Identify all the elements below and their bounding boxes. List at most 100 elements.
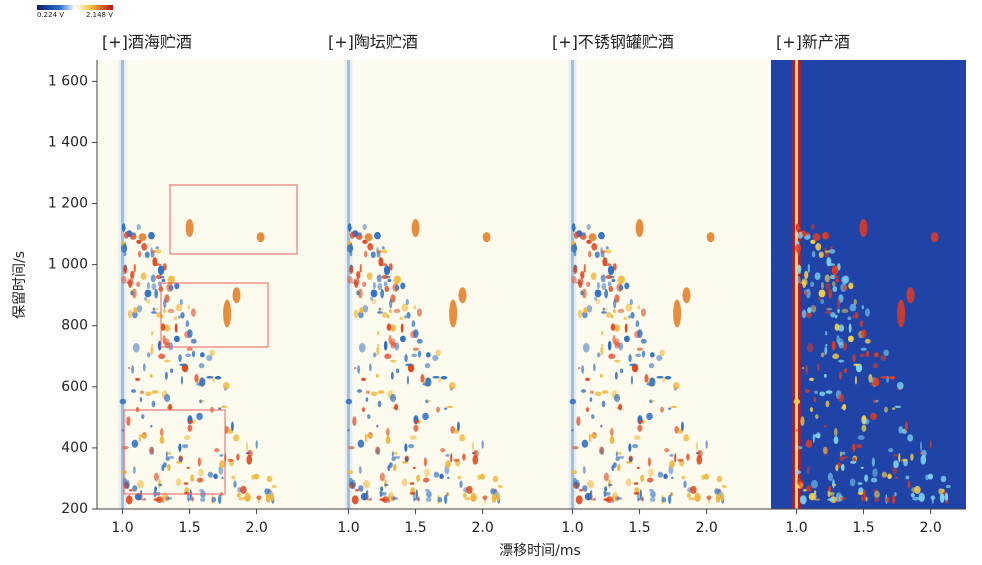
spot [881, 471, 888, 478]
spot [656, 355, 663, 362]
spot [629, 363, 636, 366]
spot [572, 445, 579, 450]
spot [600, 424, 603, 428]
spot [426, 352, 431, 358]
spot [820, 298, 825, 304]
spot [812, 250, 816, 258]
spot [364, 233, 373, 242]
spot [588, 250, 592, 258]
spot [381, 246, 385, 250]
spot [804, 389, 811, 393]
spot [594, 296, 597, 301]
spot [207, 471, 214, 478]
spot [179, 363, 186, 366]
spot [818, 296, 821, 301]
spot [681, 421, 684, 432]
spot [358, 342, 366, 353]
spot [857, 482, 863, 485]
spot [601, 400, 606, 408]
spot [362, 239, 368, 244]
spot [148, 231, 155, 240]
spot [349, 231, 355, 239]
spot [132, 466, 136, 474]
spot [413, 329, 419, 338]
spot [472, 455, 479, 465]
spot [577, 309, 583, 319]
spot [236, 492, 241, 498]
spot [220, 405, 228, 409]
spot [406, 312, 411, 319]
spot [152, 307, 155, 312]
spot [385, 436, 391, 444]
spot [688, 496, 696, 501]
spot [255, 440, 258, 449]
spot [630, 375, 634, 385]
spot [390, 359, 397, 363]
spot [379, 472, 385, 482]
spot [606, 311, 612, 318]
spot [650, 490, 656, 498]
spot [473, 449, 479, 458]
spot [880, 375, 888, 379]
spot [227, 458, 234, 462]
spot [439, 473, 444, 480]
spot [387, 492, 395, 502]
x-tick-label: 1.0 [337, 520, 359, 536]
spot [168, 403, 173, 411]
spot [357, 232, 362, 236]
spot [637, 420, 644, 424]
spot [673, 299, 682, 328]
spot [686, 453, 690, 461]
spot [168, 285, 174, 291]
spot [353, 366, 357, 370]
spot [445, 454, 450, 457]
spot [370, 251, 376, 259]
spot [206, 355, 213, 362]
spot [359, 263, 362, 273]
spot [651, 399, 655, 403]
spot [921, 449, 927, 458]
spot [834, 314, 838, 319]
spot [831, 340, 836, 351]
spot [222, 381, 230, 390]
spot [186, 466, 190, 469]
spot [801, 278, 808, 286]
spot [802, 488, 807, 492]
spot [376, 311, 383, 314]
spot [404, 354, 408, 363]
spot [872, 363, 879, 369]
spot [150, 251, 155, 258]
spot [820, 282, 824, 290]
highlight-box [160, 282, 269, 348]
spot [411, 320, 416, 328]
spot [138, 433, 141, 443]
spot [607, 340, 612, 351]
spot [571, 429, 574, 432]
spot [833, 428, 838, 437]
spot [390, 341, 396, 349]
spot [600, 251, 605, 258]
spot [416, 308, 422, 317]
spot [635, 320, 640, 328]
spot [682, 287, 691, 304]
spot [611, 492, 619, 502]
spot [820, 352, 825, 358]
spot [377, 331, 380, 336]
spot [190, 474, 195, 482]
spot [160, 323, 166, 331]
spot [630, 312, 635, 319]
spot [161, 492, 169, 502]
spot [814, 272, 821, 280]
spot [376, 346, 380, 356]
spot [847, 335, 854, 343]
y-axis-label: 保留时间/s [12, 251, 28, 319]
spot [445, 460, 451, 469]
spot [405, 298, 409, 305]
spot [413, 305, 416, 310]
spot [168, 455, 175, 459]
spot [379, 490, 383, 498]
spot [422, 412, 429, 421]
spot [596, 282, 600, 290]
spot [601, 283, 607, 291]
spot [907, 434, 914, 442]
